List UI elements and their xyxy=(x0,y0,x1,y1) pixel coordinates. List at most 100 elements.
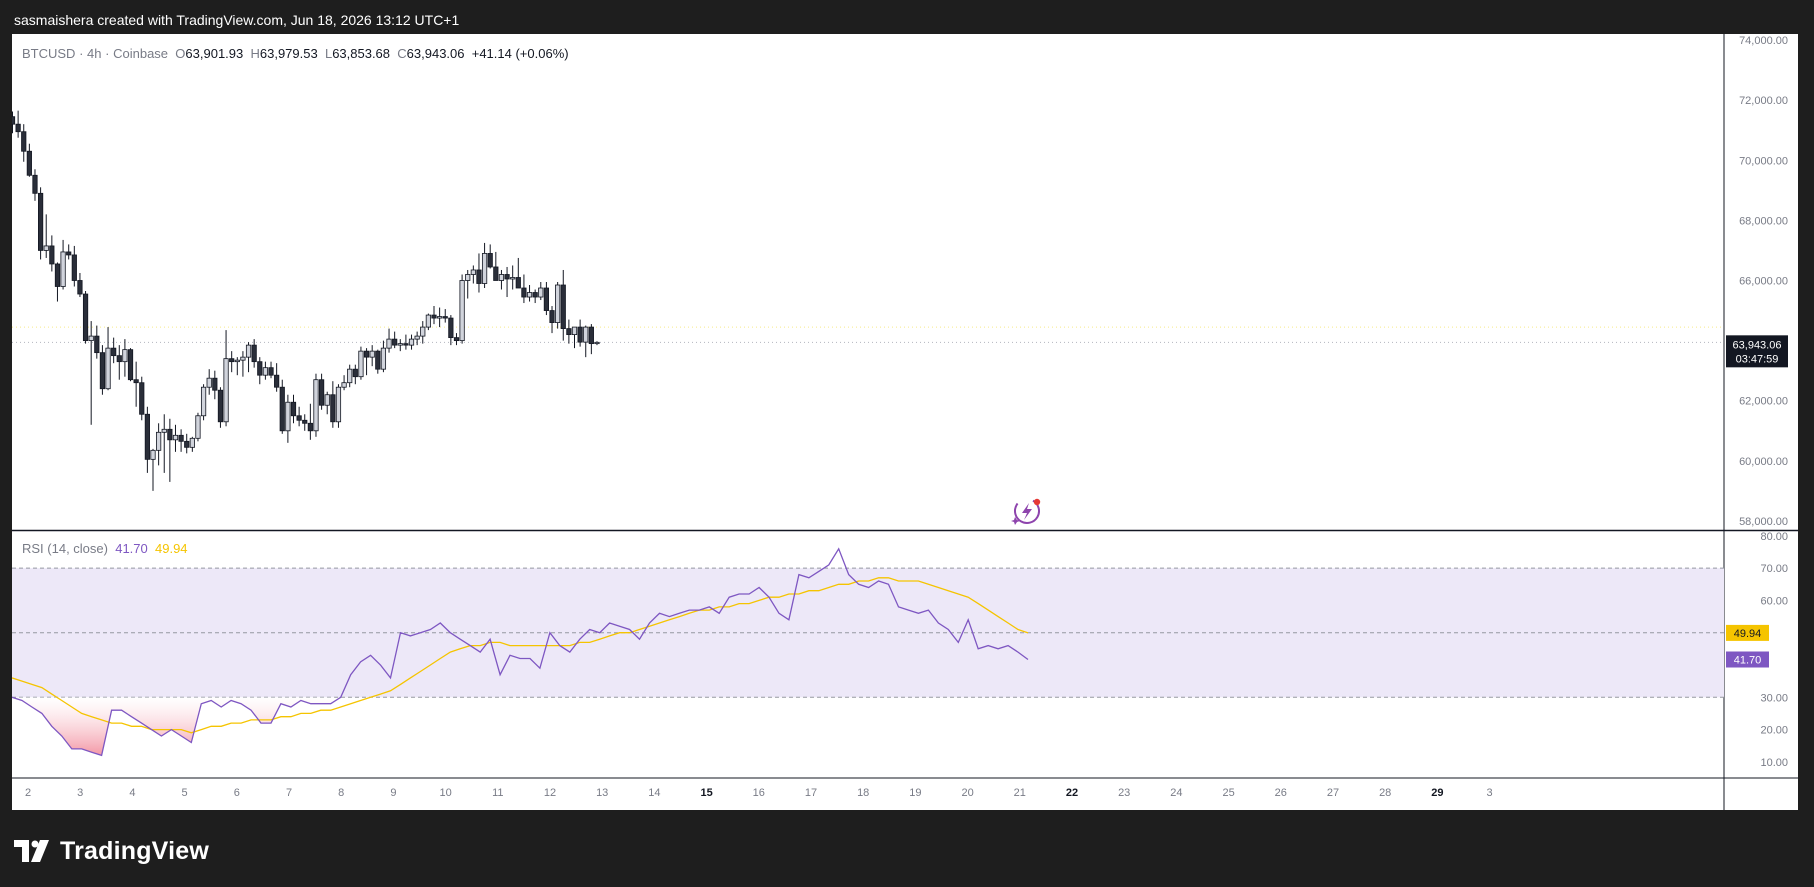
legend-close: 63,943.06 xyxy=(406,46,465,61)
candle-down xyxy=(290,401,297,417)
candle-up xyxy=(408,338,415,346)
candle-down xyxy=(116,355,122,363)
candle-down xyxy=(296,415,302,421)
candle-up xyxy=(240,356,246,361)
candle-up xyxy=(195,415,201,439)
time-axis-label: 17 xyxy=(805,787,817,799)
candle-up xyxy=(200,386,207,417)
candle-down xyxy=(82,293,89,342)
candle-down xyxy=(71,254,77,281)
time-axis-label: 9 xyxy=(390,787,396,799)
candle-down xyxy=(32,174,38,194)
candle-down xyxy=(307,422,313,432)
rsi-axis-label: 20.00 xyxy=(1760,725,1788,737)
time-axis-label: 23 xyxy=(1118,787,1130,799)
brand-name: TradingView xyxy=(60,836,210,865)
lightning-sparkle-icon[interactable] xyxy=(1011,495,1044,528)
time-axis-label: 20 xyxy=(961,787,973,799)
candle-down xyxy=(532,292,538,298)
rsi-ma-tag-bg xyxy=(1726,624,1769,641)
candle-down xyxy=(543,287,550,311)
legend-exchange[interactable]: Coinbase xyxy=(113,46,169,61)
legend-symbol[interactable]: BTCUSD xyxy=(22,46,76,61)
legend-close-label: C xyxy=(397,46,407,61)
candle-down xyxy=(453,337,460,342)
candle-up xyxy=(234,359,240,363)
time-axis-label: 3 xyxy=(1487,787,1493,799)
rsi-axis-label: 60.00 xyxy=(1760,595,1788,607)
time-axis-label: 18 xyxy=(857,787,869,799)
candle-down xyxy=(476,269,482,284)
candle-up xyxy=(245,344,252,358)
candle-down xyxy=(403,343,409,346)
candle-up xyxy=(437,316,443,319)
candle-up xyxy=(347,368,353,384)
legend-interval[interactable]: 4h xyxy=(87,46,102,61)
footer-brand[interactable]: TradingView xyxy=(14,834,209,868)
candle-down xyxy=(66,251,72,256)
time-axis-label: 15 xyxy=(700,787,712,799)
rsi-ma-line xyxy=(12,577,1029,734)
time-axis-label: 14 xyxy=(648,787,660,799)
candle-down xyxy=(178,434,184,442)
candle-down xyxy=(212,377,218,391)
legend-open-label: O xyxy=(175,46,186,61)
legend-low: 63,853.68 xyxy=(332,46,391,61)
rsi-legend-name[interactable]: RSI (14, close) xyxy=(22,541,108,556)
price-axis-label: 62,000.00 xyxy=(1739,396,1788,408)
tradingview-logo-icon xyxy=(14,840,49,862)
time-axis-label: 11 xyxy=(492,787,503,799)
time-axis-label: 13 xyxy=(596,787,608,799)
candle-up xyxy=(470,269,476,275)
candle-up xyxy=(88,335,94,342)
price-axis-label: 68,000.00 xyxy=(1739,215,1788,227)
rsi-legend-value: 41.70 xyxy=(115,541,148,556)
time-axis-label: 27 xyxy=(1327,787,1339,799)
candle-up xyxy=(526,292,533,298)
candle-down xyxy=(330,394,336,423)
attribution-text: sasmaishera created with TradingView.com… xyxy=(14,12,460,28)
time-axis-label: 6 xyxy=(234,787,240,799)
last-price-tag-bg xyxy=(1726,335,1788,368)
chart-canvas[interactable]: 74,000.00 72,000.00 70,000.00 68,000.00 66,0… xyxy=(12,34,1798,810)
time-axis-label: 25 xyxy=(1222,787,1234,799)
candle-up xyxy=(156,431,162,451)
rsi-legend: RSI (14, close) 41.70 49.94 xyxy=(22,541,188,556)
rsi-axis-label: 80.00 xyxy=(1760,531,1788,543)
candle-up xyxy=(481,253,488,284)
legend-high-label: H xyxy=(250,46,260,61)
candle-up xyxy=(583,326,589,343)
candle-down xyxy=(217,389,224,423)
time-axis-label: 24 xyxy=(1170,787,1182,799)
candle-down xyxy=(167,428,173,441)
rsi-axis-label: 10.00 xyxy=(1760,757,1788,769)
candle-down xyxy=(560,284,566,329)
candle-down xyxy=(487,253,493,268)
candle-down xyxy=(49,245,55,265)
candle-up xyxy=(459,280,465,342)
time-axis-label: 26 xyxy=(1275,787,1287,799)
candle-up xyxy=(465,274,471,281)
candle-up xyxy=(498,274,505,281)
time-axis-label: 8 xyxy=(338,787,344,799)
candle-down xyxy=(515,277,521,289)
candle-up xyxy=(324,394,330,406)
candle-down xyxy=(588,326,594,345)
chart-frame[interactable]: 74,000.00 72,000.00 70,000.00 68,000.00 66,0… xyxy=(12,34,1798,810)
legend-change: +41.14 (+0.06%) xyxy=(471,46,569,61)
candle-down xyxy=(26,150,32,176)
candle-up xyxy=(594,341,600,345)
rsi-line xyxy=(12,547,1029,757)
candle-up xyxy=(358,350,364,378)
candle-up xyxy=(285,401,291,432)
candle-down xyxy=(99,352,106,390)
candle-up xyxy=(206,377,212,388)
candle-up xyxy=(313,379,319,432)
candle-down xyxy=(77,280,83,295)
candle-down xyxy=(577,326,583,343)
candle-down xyxy=(111,347,117,357)
candle-down xyxy=(268,367,274,376)
candle-down xyxy=(15,123,21,133)
candle-up xyxy=(380,347,387,370)
legend-separator: · xyxy=(105,46,110,61)
